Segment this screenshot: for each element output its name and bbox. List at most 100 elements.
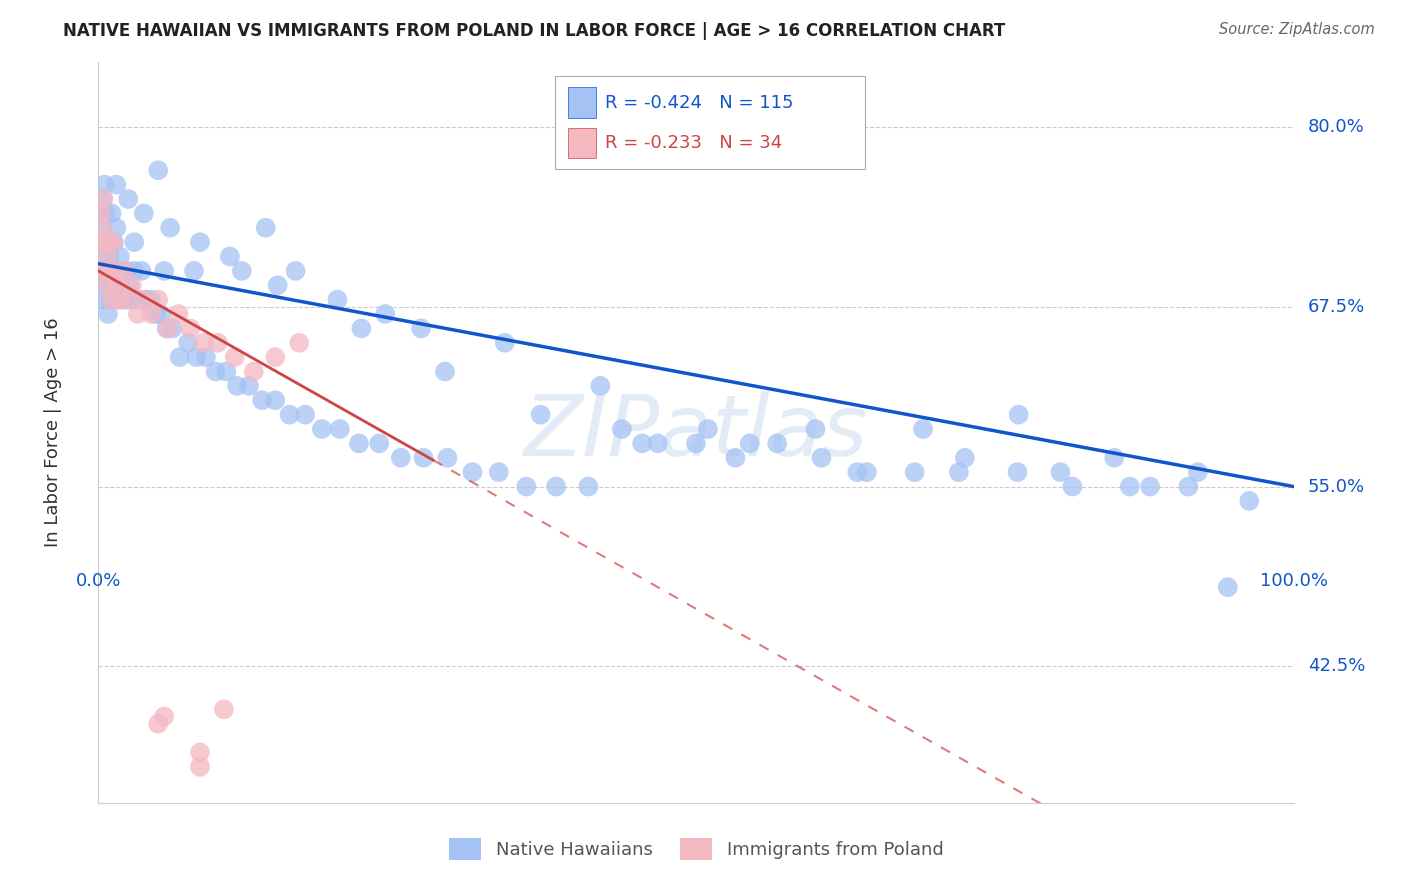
- Point: [219, 250, 242, 264]
- Point: [112, 264, 135, 278]
- Point: [98, 235, 121, 249]
- Point: [96, 235, 118, 249]
- Point: [231, 264, 253, 278]
- Point: [264, 393, 287, 408]
- Point: [212, 702, 235, 716]
- Text: 55.0%: 55.0%: [1308, 477, 1365, 496]
- Point: [374, 307, 396, 321]
- Point: [148, 163, 170, 178]
- Point: [93, 235, 115, 249]
- Point: [115, 293, 138, 307]
- Point: [685, 436, 707, 450]
- Point: [121, 293, 143, 307]
- Point: [177, 335, 200, 350]
- Point: [90, 206, 112, 220]
- Point: [139, 307, 162, 321]
- Point: [738, 436, 761, 450]
- Point: [94, 264, 117, 278]
- Point: [494, 335, 516, 350]
- Point: [546, 479, 568, 493]
- Point: [169, 350, 191, 364]
- Text: ZIPatlas: ZIPatlas: [524, 391, 868, 475]
- Point: [104, 278, 127, 293]
- Point: [127, 307, 149, 321]
- Point: [631, 436, 654, 450]
- Point: [103, 235, 125, 249]
- Text: 0.0%: 0.0%: [76, 572, 121, 590]
- Point: [207, 335, 229, 350]
- Point: [515, 479, 537, 493]
- Point: [284, 264, 307, 278]
- Point: [159, 220, 181, 235]
- Point: [91, 250, 114, 264]
- Point: [254, 220, 277, 235]
- Point: [101, 235, 124, 249]
- Point: [97, 278, 120, 293]
- Point: [434, 365, 457, 379]
- Point: [238, 379, 260, 393]
- Point: [647, 436, 669, 450]
- Point: [1062, 479, 1084, 493]
- Point: [91, 192, 114, 206]
- Point: [288, 335, 311, 350]
- Point: [1216, 580, 1239, 594]
- Point: [101, 264, 124, 278]
- Point: [124, 235, 146, 249]
- Point: [145, 307, 167, 321]
- Point: [111, 264, 134, 278]
- Point: [804, 422, 827, 436]
- Point: [148, 293, 170, 307]
- Point: [1049, 465, 1071, 479]
- Point: [107, 264, 129, 278]
- Point: [100, 206, 122, 220]
- Point: [118, 278, 141, 293]
- Point: [911, 422, 934, 436]
- Point: [183, 264, 205, 278]
- Point: [347, 436, 370, 450]
- Point: [93, 178, 115, 192]
- Point: [488, 465, 510, 479]
- Point: [1177, 479, 1199, 493]
- Point: [90, 293, 112, 307]
- Point: [224, 350, 246, 364]
- Point: [162, 321, 184, 335]
- Point: [91, 220, 114, 235]
- Point: [98, 235, 122, 249]
- Point: [267, 278, 290, 293]
- Point: [97, 264, 120, 278]
- Point: [215, 365, 238, 379]
- Point: [155, 321, 177, 335]
- Point: [153, 709, 176, 723]
- Point: [114, 293, 136, 307]
- Point: [1139, 479, 1161, 493]
- Point: [105, 220, 128, 235]
- Point: [856, 465, 879, 479]
- Point: [107, 293, 129, 307]
- Point: [766, 436, 789, 450]
- Point: [264, 350, 287, 364]
- Point: [350, 321, 373, 335]
- Point: [311, 422, 333, 436]
- Point: [1239, 494, 1261, 508]
- Point: [153, 264, 176, 278]
- Point: [94, 264, 117, 278]
- Point: [90, 206, 112, 220]
- Point: [131, 264, 153, 278]
- Point: [98, 250, 121, 264]
- Text: 42.5%: 42.5%: [1308, 657, 1365, 675]
- Text: 100.0%: 100.0%: [1260, 572, 1327, 590]
- Point: [243, 365, 266, 379]
- Point: [411, 321, 433, 335]
- Point: [110, 278, 132, 293]
- Point: [115, 264, 138, 278]
- Point: [1007, 465, 1029, 479]
- Point: [167, 307, 190, 321]
- Point: [530, 408, 553, 422]
- Point: [107, 278, 129, 293]
- Point: [96, 278, 118, 293]
- Point: [105, 178, 128, 192]
- Point: [578, 479, 600, 493]
- Text: Source: ZipAtlas.com: Source: ZipAtlas.com: [1219, 22, 1375, 37]
- Point: [117, 192, 139, 206]
- Point: [953, 450, 976, 465]
